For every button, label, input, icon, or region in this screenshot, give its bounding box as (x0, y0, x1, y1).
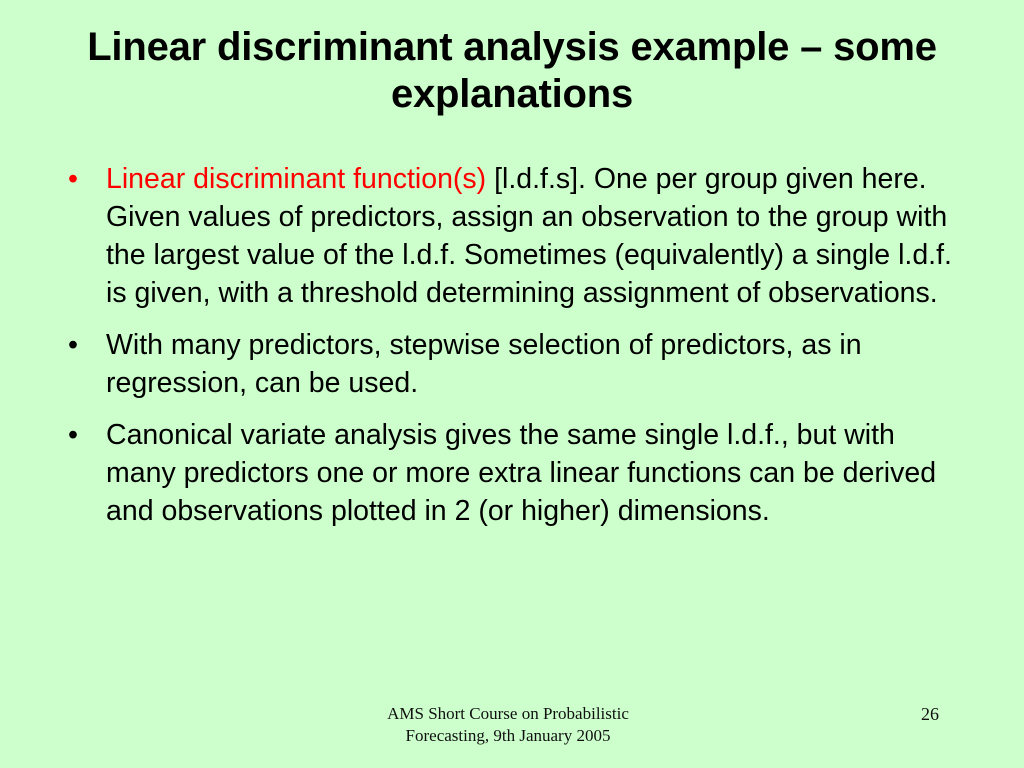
list-item-body: With many predictors, stepwise selection… (106, 329, 862, 399)
page-title: Linear discriminant analysis example – s… (87, 25, 937, 116)
list-item-body: [l.d.f.s]. One per group given here. Giv… (106, 163, 952, 309)
bullet-list: • Linear discriminant function(s) [l.d.f… (62, 160, 952, 530)
list-item-text: Linear discriminant function(s) [l.d.f.s… (106, 160, 952, 312)
highlighted-term: Linear discriminant function(s) (106, 163, 487, 195)
list-item: • Linear discriminant function(s) [l.d.f… (62, 160, 952, 312)
footer-line-1: AMS Short Course on Probabilistic (387, 704, 629, 723)
slide-footer: AMS Short Course on Probabilistic Foreca… (258, 703, 758, 747)
bullet-point-icon: • (68, 419, 78, 451)
bullet-point-icon: • (68, 163, 78, 195)
list-item-body: Canonical variate analysis gives the sam… (106, 419, 937, 527)
bullet-point-icon: • (68, 329, 78, 361)
list-item: • Canonical variate analysis gives the s… (62, 416, 952, 530)
list-item-text: Canonical variate analysis gives the sam… (106, 416, 952, 530)
list-item-text: With many predictors, stepwise selection… (106, 326, 952, 402)
footer-line-2: Forecasting, 9th January 2005 (405, 726, 611, 745)
list-item: • With many predictors, stepwise selecti… (62, 326, 952, 402)
page-number: 26 (921, 704, 939, 724)
